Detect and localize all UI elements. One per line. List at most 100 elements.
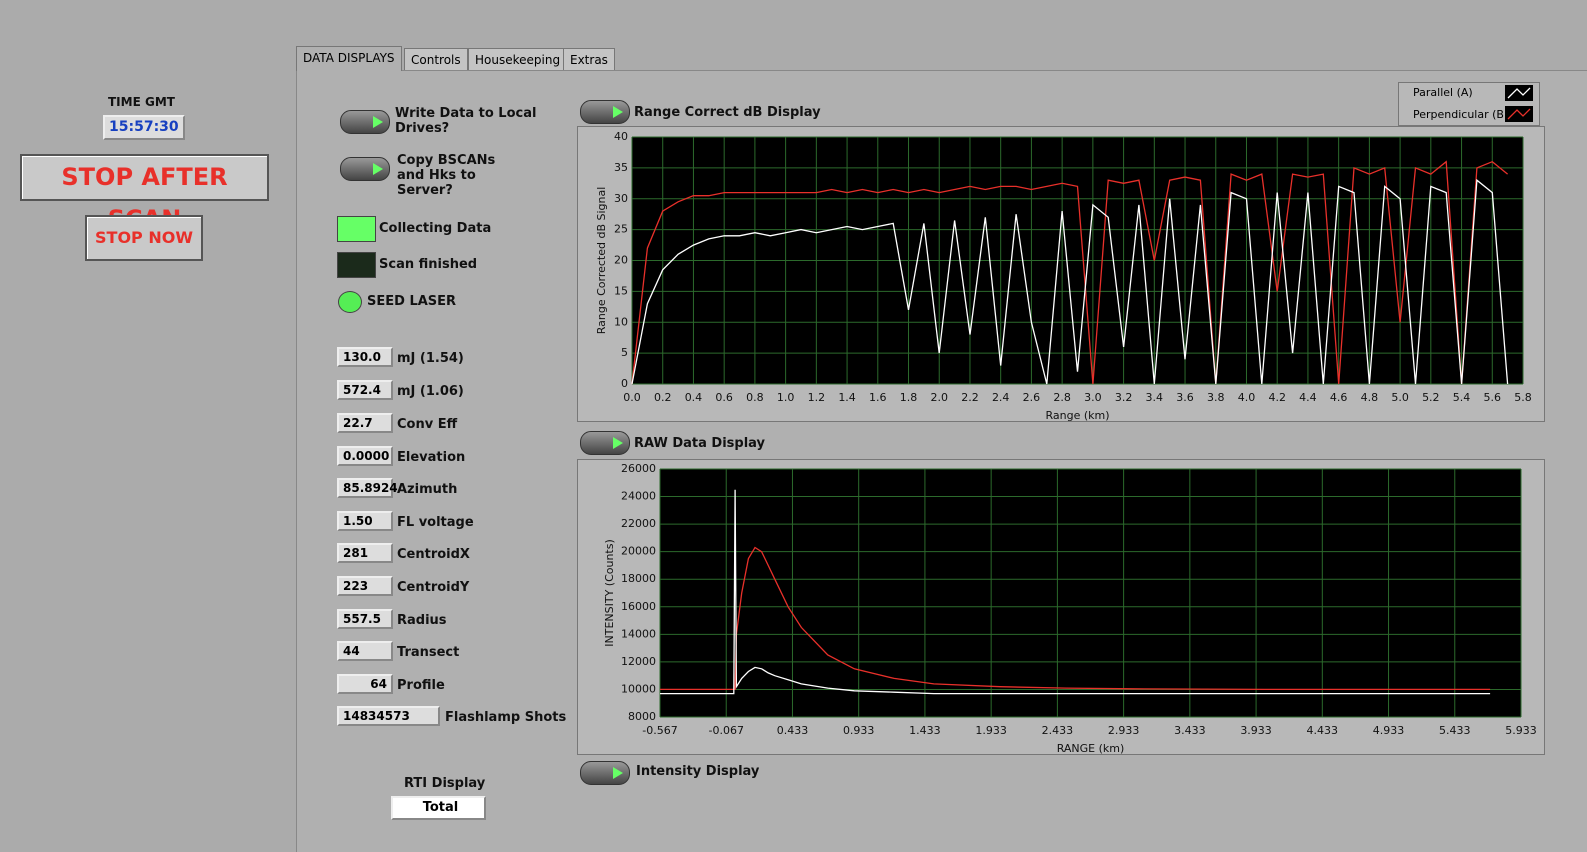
x-tick-label: 4.0 [1238, 391, 1256, 404]
rti-label: RTI Display [404, 776, 485, 791]
field-value: 130.0 [337, 347, 393, 367]
x-tick-label: 5.0 [1391, 391, 1409, 404]
stop-after-scan-button[interactable]: STOP AFTER SCAN [20, 154, 269, 201]
legend-label: Perpendicular (B) [1413, 108, 1508, 121]
x-tick-label: 1.6 [869, 391, 887, 404]
field-value: 281 [337, 543, 393, 563]
field-value: 0.0000 [337, 446, 393, 466]
field-value: 64 [337, 674, 393, 694]
y-tick-label: 25 [614, 223, 628, 236]
x-tick-label: 5.6 [1484, 391, 1502, 404]
toggle[interactable] [580, 431, 630, 455]
x-tick-label: 0.433 [777, 724, 809, 737]
led-round [338, 291, 362, 313]
y-tick-label: 14000 [621, 627, 656, 640]
chart: 0.00.20.40.60.81.01.21.41.61.82.02.22.42… [577, 126, 1545, 422]
field-label: CentroidY [397, 580, 469, 595]
x-tick-label: 2.433 [1042, 724, 1074, 737]
field-value: 1.50 [337, 511, 393, 531]
y-tick-label: 22000 [621, 517, 656, 530]
indicator-label: Scan finished [379, 257, 477, 272]
chart: -0.567-0.0670.4330.9331.4331.9332.4332.9… [577, 459, 1545, 755]
y-axis-label: Range Corrected dB Signal [595, 187, 608, 335]
tab[interactable]: Housekeeping [468, 48, 567, 70]
x-tick-label: 3.433 [1174, 724, 1206, 737]
x-tick-label: 1.0 [777, 391, 795, 404]
field-label: Flashlamp Shots [445, 710, 566, 725]
x-tick-label: 5.8 [1514, 391, 1532, 404]
field-label: FL voltage [397, 515, 474, 530]
indicator-label: Collecting Data [379, 221, 491, 236]
x-tick-label: 3.8 [1207, 391, 1225, 404]
x-tick-label: 2.0 [930, 391, 948, 404]
x-tick-label: -0.067 [708, 724, 743, 737]
tab[interactable]: Controls [404, 48, 468, 70]
y-tick-label: 10000 [621, 682, 656, 695]
x-tick-label: 1.433 [909, 724, 941, 737]
legend-swatch [1505, 85, 1533, 101]
y-tick-label: 26000 [621, 462, 656, 475]
x-tick-label: 4.433 [1307, 724, 1339, 737]
x-tick-label: 1.2 [808, 391, 826, 404]
x-axis-label: RANGE (km) [1057, 742, 1125, 755]
field-value: 44 [337, 641, 393, 661]
y-tick-label: 15 [614, 284, 628, 297]
field-label: Conv Eff [397, 417, 457, 432]
legend: Parallel (A) Perpendicular (B) [1398, 82, 1540, 126]
field-label: Azimuth [397, 482, 457, 497]
toggle[interactable] [580, 761, 630, 785]
toggle[interactable] [340, 157, 390, 181]
tab[interactable]: Extras [563, 48, 615, 70]
y-tick-label: 20000 [621, 545, 656, 558]
chart-title: RAW Data Display [634, 436, 765, 451]
x-tick-label: 4.6 [1330, 391, 1348, 404]
rti-value[interactable]: Total [391, 796, 486, 820]
clock-label: TIME GMT [108, 95, 175, 109]
toggle[interactable] [340, 110, 390, 134]
stop-now-button[interactable]: STOP NOW [85, 215, 203, 261]
field-label: Profile [397, 678, 445, 693]
chart-title: Range Correct dB Display [634, 105, 821, 120]
x-tick-label: 5.2 [1422, 391, 1440, 404]
legend-label: Parallel (A) [1413, 86, 1473, 99]
y-tick-label: 40 [614, 130, 628, 143]
led-off [337, 252, 376, 278]
tab[interactable]: DATA DISPLAYS [296, 46, 402, 71]
section-title: Intensity Display [636, 764, 759, 779]
x-tick-label: 1.933 [975, 724, 1007, 737]
field-value: 85.8924 [337, 478, 393, 498]
y-tick-label: 24000 [621, 490, 656, 503]
y-tick-label: 10 [614, 315, 628, 328]
x-tick-label: 4.4 [1299, 391, 1317, 404]
x-tick-label: 4.933 [1373, 724, 1405, 737]
x-tick-label: 3.2 [1115, 391, 1133, 404]
x-tick-label: 0.933 [843, 724, 875, 737]
x-tick-label: 0.8 [746, 391, 764, 404]
field-label: Transect [397, 645, 459, 660]
field-label: mJ (1.06) [397, 384, 464, 399]
x-tick-label: 2.2 [961, 391, 979, 404]
y-tick-label: 12000 [621, 655, 656, 668]
x-tick-label: 5.933 [1505, 724, 1537, 737]
x-tick-label: 2.4 [992, 391, 1010, 404]
field-value: 572.4 [337, 380, 393, 400]
field-label: CentroidX [397, 547, 470, 562]
x-tick-label: 5.4 [1453, 391, 1471, 404]
x-tick-label: 2.6 [1023, 391, 1041, 404]
y-tick-label: 20 [614, 254, 628, 267]
legend-swatch [1505, 106, 1533, 122]
clock-value: 15:57:30 [103, 115, 185, 140]
y-tick-label: 16000 [621, 600, 656, 613]
y-tick-label: 35 [614, 161, 628, 174]
x-tick-label: 3.933 [1240, 724, 1272, 737]
x-tick-label: 0.0 [623, 391, 641, 404]
x-tick-label: 2.933 [1108, 724, 1140, 737]
y-tick-label: 5 [621, 346, 628, 359]
y-tick-label: 30 [614, 192, 628, 205]
x-tick-label: 4.2 [1268, 391, 1286, 404]
y-tick-label: 8000 [628, 710, 656, 723]
toggle[interactable] [580, 100, 630, 124]
y-tick-label: 0 [621, 377, 628, 390]
x-tick-label: 3.0 [1084, 391, 1102, 404]
